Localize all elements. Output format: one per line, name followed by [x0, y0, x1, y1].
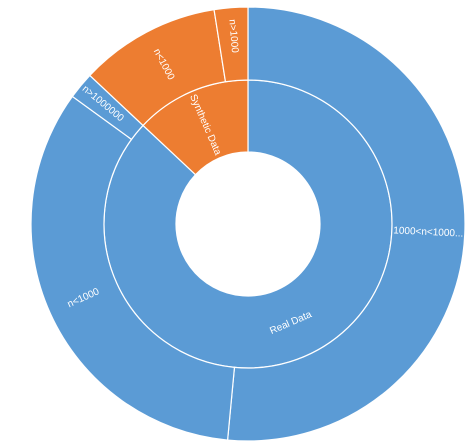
outer-label-real-data-1000-n-1000: 1000<n<1000... — [393, 225, 464, 239]
chart-segments — [30, 6, 466, 442]
outer-label-synthetic-data-n-1000: n>1000 — [226, 19, 240, 54]
outer-segment-real-data-n-1000 — [30, 95, 236, 441]
outer-segment-real-data-1000-n-1000 — [226, 6, 466, 442]
outer-segment-synthetic-data-n-1000 — [213, 6, 249, 83]
